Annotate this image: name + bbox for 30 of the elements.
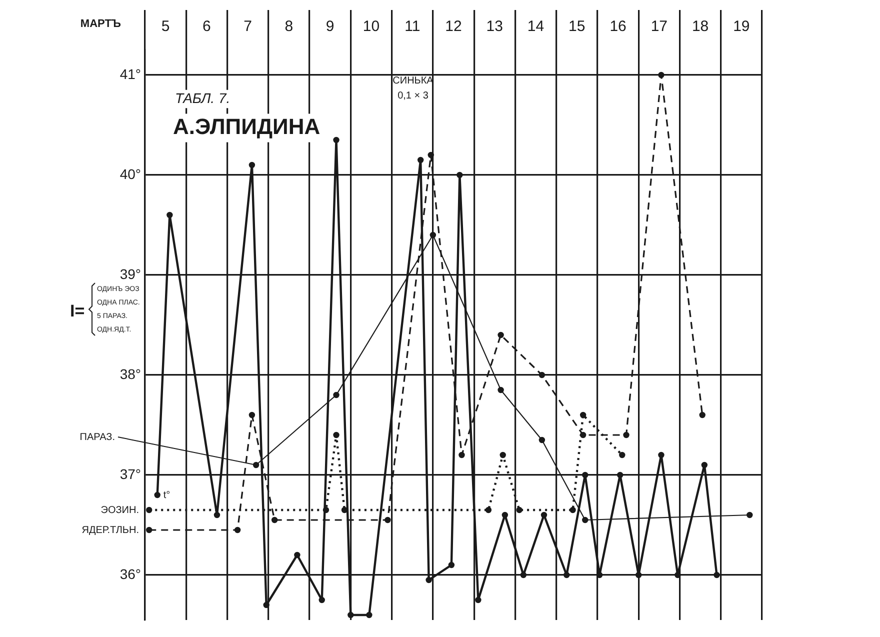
x-tick-label: 15 [568,18,586,36]
x-tick-label: 11 [404,18,420,36]
text: I= [70,302,85,321]
x-tick-label: 18 [692,18,709,36]
x-tick-label: 17 [650,18,668,36]
y-tick-label: 37° [120,466,141,482]
series-label: ЯДЕР.ТЛЬН. [82,524,139,536]
x-tick-label: 6 [202,18,211,36]
y-tick-label: 36° [120,566,141,582]
annotation: СИНЬКА 0,1 × 3 [392,75,434,102]
y-tick-label: 39° [120,266,141,282]
y-tick-label: 38° [120,366,141,382]
y-tick-label: 40° [120,166,141,182]
x-tick-label: 19 [733,18,750,36]
text: А.ЭЛПИДИНА [173,114,320,140]
x-tick-label: 9 [326,18,334,36]
text: ПАРАЗ. [80,432,115,443]
x-tick-label: 5 [161,18,170,36]
x-tick-label: 14 [527,18,544,36]
x-axis-title: МАРТЪ [80,18,122,30]
x-tick-label: 10 [362,18,380,36]
x-tick-label: 16 [610,18,626,36]
series-label: ЭОЗИН. [100,504,139,516]
series-label: t° [163,490,170,501]
x-tick-label: 13 [486,18,503,36]
x-tick-label: 12 [445,18,462,36]
y-tick-label: 41° [120,66,141,82]
x-tick-label: 7 [244,18,252,36]
text: ТАБЛ. 7. [175,90,230,106]
x-tick-label: 8 [284,18,294,36]
